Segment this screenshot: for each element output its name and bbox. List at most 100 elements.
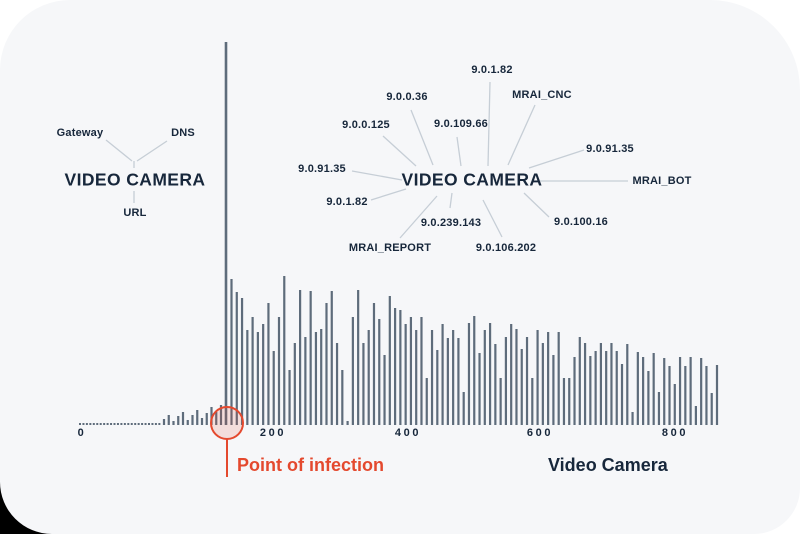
bar [599,343,603,425]
lead-dot [96,423,99,425]
connector-line [456,136,462,167]
bar [715,365,719,425]
bar [589,356,592,425]
diagram-node-9.0.91.35: 9.0.91.35 [586,143,634,155]
x-axis-tick-200: 200 [259,427,287,439]
bar [262,324,265,425]
diagram-node-9.0.106.202: 9.0.106.202 [475,242,537,254]
connector-line [487,81,491,167]
connector-line [351,170,403,181]
bar [647,371,650,425]
bar [219,405,223,425]
lead-dot [92,423,95,425]
spike-bar [224,42,228,425]
bar [362,343,365,425]
bar [652,353,655,425]
bar [605,351,608,425]
bar [478,353,481,425]
lead-dot [79,423,81,425]
bar [473,316,476,425]
bar [578,337,581,425]
lead-dot [148,423,150,425]
bar [404,324,407,425]
x-axis-tick-600: 600 [526,427,554,439]
bar [562,378,566,425]
diagram-node-9.0.1.82: 9.0.1.82 [471,64,513,76]
bar [678,357,682,425]
bar [436,350,439,425]
bar [552,355,555,425]
diagram-node-9.0.239.143: 9.0.239.143 [420,217,482,229]
x-axis-tick-0: 0 [77,427,87,439]
bar [378,319,381,425]
bar [388,296,391,425]
bar [668,366,671,425]
bar [272,351,275,425]
bar [457,338,460,425]
bar [694,406,697,425]
diagram-node-mrai_bot: MRAI_BOT [632,175,692,187]
bar [626,344,629,425]
series-label: Video Camera [548,455,668,475]
bar [467,323,471,425]
lead-dot [106,423,109,425]
bar [531,378,534,425]
bar [430,330,434,425]
connector-line [105,139,133,162]
bar [200,418,204,425]
diagram-node-mrai_report: MRAI_REPORT [348,242,432,254]
bar [700,358,703,425]
bar [320,329,323,425]
bar [277,317,281,425]
bar [673,384,676,425]
point-of-infection-label: Point of infection [237,455,384,475]
connector-line [528,149,585,169]
bar [642,357,645,425]
bar [684,366,687,425]
lead-dot [110,423,113,425]
bar [177,416,180,425]
connector-line [136,140,168,162]
bar [415,330,418,425]
connector-line [482,199,503,238]
bar [631,412,634,425]
bar [235,292,238,425]
bar [620,364,624,425]
bar [594,351,597,425]
bar [283,276,286,425]
lead-dot [141,423,144,425]
bar [568,378,571,425]
bar [256,332,259,425]
bar [230,279,233,425]
bar [615,351,618,425]
bar [346,421,349,425]
bar [520,349,523,425]
bar [488,323,492,425]
bar [547,332,550,425]
connector-line [507,104,536,166]
bar [510,324,513,425]
bar [504,337,508,425]
diagram-node-9.0.109.66: 9.0.109.66 [434,118,488,130]
bar [494,344,497,425]
bar [557,332,560,425]
bar [409,317,413,425]
connector-line [370,188,407,201]
bar [215,412,218,425]
bar [610,343,613,425]
lead-dot [151,423,154,425]
bar [341,370,344,425]
lead-dot [85,423,88,425]
infected-device-title: VIDEO CAMERA [401,169,543,190]
bar [351,317,354,425]
lead-dot [99,423,102,425]
bar [525,337,529,425]
bar [240,298,244,425]
bar [172,421,175,425]
bar [167,415,170,425]
diagram-node-mrai_cnc: MRAI_CNC [512,89,572,101]
connector-line [449,192,453,209]
bar [372,303,376,425]
